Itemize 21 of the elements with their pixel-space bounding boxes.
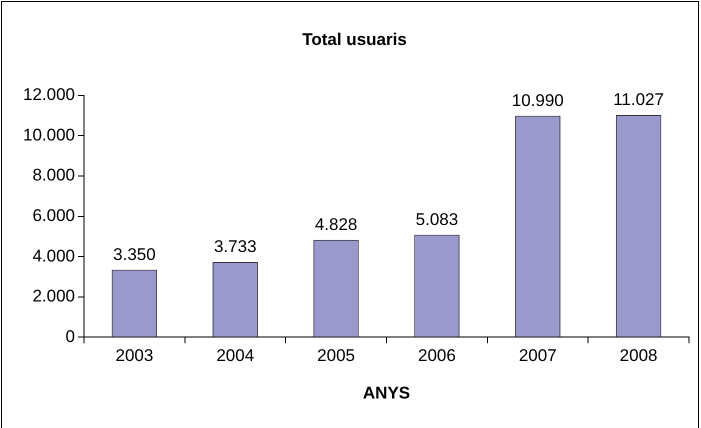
- x-tick-label: 2004: [216, 346, 254, 366]
- data-label: 4.828: [314, 215, 358, 234]
- x-tick-label: 2008: [620, 346, 658, 366]
- y-tick-label: 8.000: [32, 166, 75, 185]
- x-axis-title: ANYS: [362, 383, 410, 402]
- y-tick-label: 12.000: [22, 85, 75, 104]
- data-label: 3.733: [214, 237, 257, 256]
- x-tick-label: 2003: [116, 346, 154, 366]
- chart-title: Total usuaris: [302, 30, 407, 49]
- x-tick-label: 2007: [518, 346, 557, 366]
- data-label: 11.027: [613, 90, 664, 110]
- y-tick-label: 2.000: [32, 286, 75, 306]
- y-tick-label: 4.000: [32, 246, 75, 266]
- x-tick-label: 2005: [317, 346, 355, 366]
- data-label: 3.350: [113, 244, 156, 264]
- x-tick-label: 2006: [418, 346, 456, 366]
- y-tick-label: 6.000: [32, 206, 75, 225]
- y-tick-label: 0: [66, 326, 75, 346]
- y-tick-label: 10.000: [22, 125, 75, 144]
- data-label: 5.083: [416, 210, 458, 229]
- data-label: 10.990: [512, 90, 564, 110]
